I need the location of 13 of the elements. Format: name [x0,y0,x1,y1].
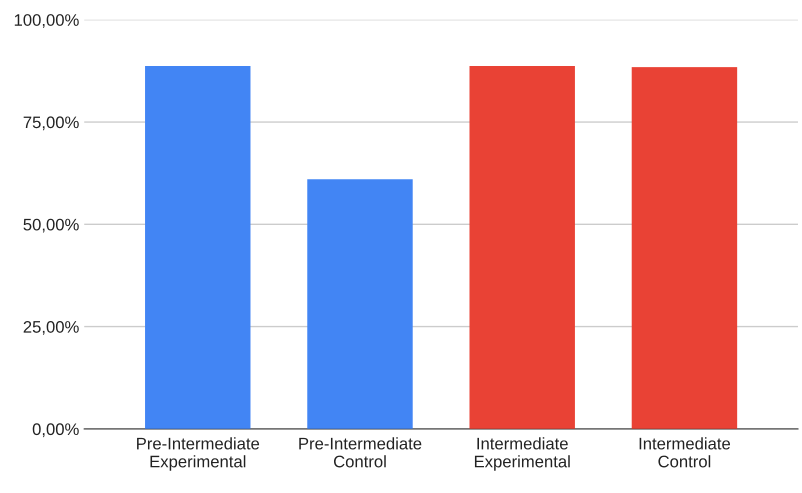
x-tick-label: Pre-Intermediate Experimental [137,437,260,471]
y-tick-label: 50,00% [23,218,79,232]
y-tick-label: 25,00% [24,321,79,335]
bar [307,179,413,429]
x-tick-label: Intermediate Experimental [474,437,570,471]
y-tick-label: 0,00% [32,423,79,438]
bar [145,66,250,429]
y-tick-label: 100,00% [14,14,79,28]
y-tick-label: 75,00% [24,116,79,130]
x-tick-label: Intermediate Control [640,437,730,468]
bar [469,66,575,429]
x-tick-label: Pre-Intermediate Control [299,437,422,468]
bar [632,67,738,429]
